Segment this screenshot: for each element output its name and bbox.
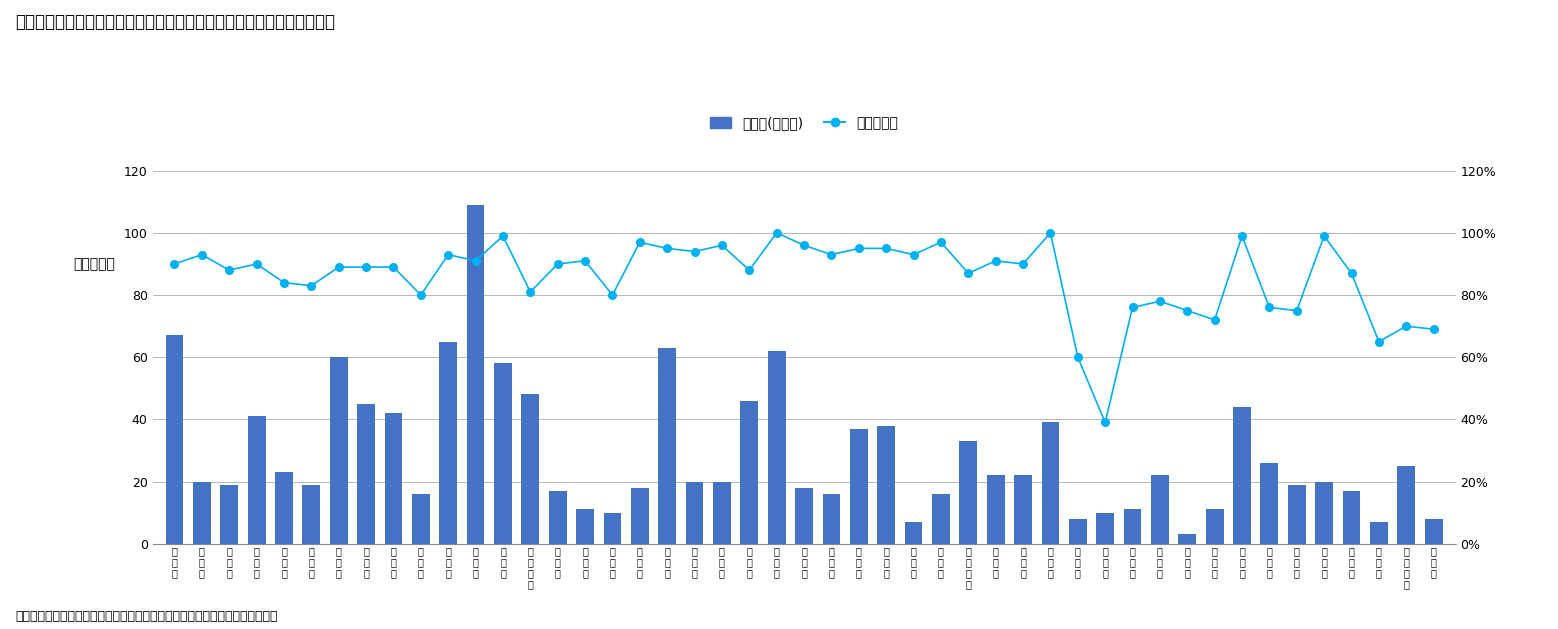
Bar	[659, 348, 676, 543]
Bar	[823, 494, 840, 543]
Text: 図表２　都道府県別解体に伴う建設発生木材の年間排出量、再資源化率: 図表２ 都道府県別解体に伴う建設発生木材の年間排出量、再資源化率	[16, 13, 335, 31]
Bar	[768, 351, 785, 543]
Bar	[1369, 522, 1388, 543]
Bar	[1014, 476, 1031, 543]
Bar	[905, 522, 922, 543]
Bar	[1260, 463, 1278, 543]
Bar	[276, 472, 293, 543]
Bar	[522, 394, 539, 543]
Bar	[357, 404, 375, 543]
Bar	[248, 416, 265, 543]
Bar	[795, 487, 813, 543]
Bar	[714, 482, 731, 543]
Legend: 搬出量(千トン), 再資源化率: 搬出量(千トン), 再資源化率	[704, 111, 904, 136]
Bar	[220, 484, 238, 543]
Bar	[1424, 519, 1443, 543]
Bar	[439, 342, 456, 543]
Bar	[576, 509, 594, 543]
Bar	[193, 482, 210, 543]
Bar	[960, 441, 977, 543]
Bar	[385, 413, 402, 543]
Bar	[851, 429, 868, 543]
Bar	[686, 482, 704, 543]
Text: （資料）「平成２４年度建設副産物実態調査」（国土交通省）を基に筆者作成: （資料）「平成２４年度建設副産物実態調査」（国土交通省）を基に筆者作成	[16, 610, 277, 623]
Bar	[1232, 407, 1251, 543]
Bar	[411, 494, 430, 543]
Bar	[1315, 482, 1334, 543]
Y-axis label: （千トン）: （千トン）	[73, 257, 115, 271]
Bar	[631, 487, 648, 543]
Bar	[494, 364, 513, 543]
Bar	[1069, 519, 1086, 543]
Bar	[1288, 484, 1306, 543]
Bar	[740, 401, 759, 543]
Bar	[932, 494, 950, 543]
Bar	[1398, 466, 1415, 543]
Bar	[165, 335, 184, 543]
Bar	[548, 491, 567, 543]
Bar	[1151, 476, 1168, 543]
Bar	[603, 513, 622, 543]
Bar	[1041, 423, 1059, 543]
Bar	[1123, 509, 1142, 543]
Bar	[467, 205, 485, 543]
Bar	[1097, 513, 1114, 543]
Bar	[330, 357, 347, 543]
Bar	[1178, 535, 1197, 543]
Bar	[877, 426, 896, 543]
Bar	[1206, 509, 1223, 543]
Bar	[986, 476, 1005, 543]
Bar	[1343, 491, 1360, 543]
Bar	[302, 484, 321, 543]
